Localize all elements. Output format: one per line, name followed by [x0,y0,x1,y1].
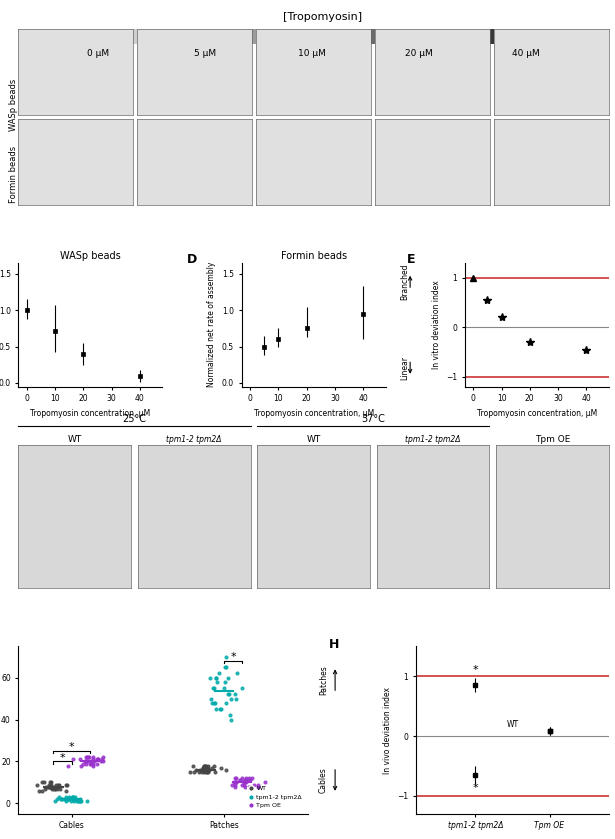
Text: *: * [60,753,65,763]
Text: Linear: Linear [400,356,409,380]
Text: [Tropomyosin]: [Tropomyosin] [284,12,362,22]
Title: WASp beads: WASp beads [60,251,121,261]
Y-axis label: In vivo deviation index: In vivo deviation index [383,686,392,774]
Text: 5 μM: 5 μM [194,49,216,58]
Y-axis label: In vitro deviation index: In vitro deviation index [432,280,440,369]
Text: 0 μM: 0 μM [87,49,109,58]
Text: *: * [472,783,478,793]
X-axis label: Tropomyosin concentration, μM: Tropomyosin concentration, μM [477,409,597,418]
Text: 37°C: 37°C [362,414,386,424]
X-axis label: Tropomyosin concentration, μM: Tropomyosin concentration, μM [30,409,151,418]
Text: Patches: Patches [319,664,328,695]
Legend: WT, tpm1-2 tpm2Δ, Tpm OE: WT, tpm1-2 tpm2Δ, Tpm OE [246,784,304,810]
Text: WT: WT [506,720,518,729]
Title: WT: WT [306,435,321,444]
Text: D: D [187,253,197,266]
Text: *: * [472,665,478,675]
Text: E: E [407,253,416,266]
X-axis label: Tropomyosin concentration, μM: Tropomyosin concentration, μM [253,409,374,418]
Title: tpm1-2 tpm2Δ: tpm1-2 tpm2Δ [405,435,461,444]
Title: Tpm OE: Tpm OE [535,435,570,444]
Text: H: H [329,638,339,651]
Text: 10 μM: 10 μM [298,49,326,58]
Text: Cables: Cables [319,768,328,793]
Title: WT: WT [68,435,82,444]
Text: 25°C: 25°C [122,414,146,424]
Text: 20 μM: 20 μM [405,49,433,58]
Text: Formin beads: Formin beads [9,146,18,203]
Text: *: * [69,743,74,753]
Text: *: * [230,652,236,662]
Title: tpm1-2 tpm2Δ: tpm1-2 tpm2Δ [167,435,222,444]
Y-axis label: Normalized net rate of assembly: Normalized net rate of assembly [207,262,216,388]
Text: WASp beads: WASp beads [9,79,18,131]
Text: 40 μM: 40 μM [512,49,540,58]
Title: Formin beads: Formin beads [280,251,347,261]
Text: Branched: Branched [400,263,409,300]
